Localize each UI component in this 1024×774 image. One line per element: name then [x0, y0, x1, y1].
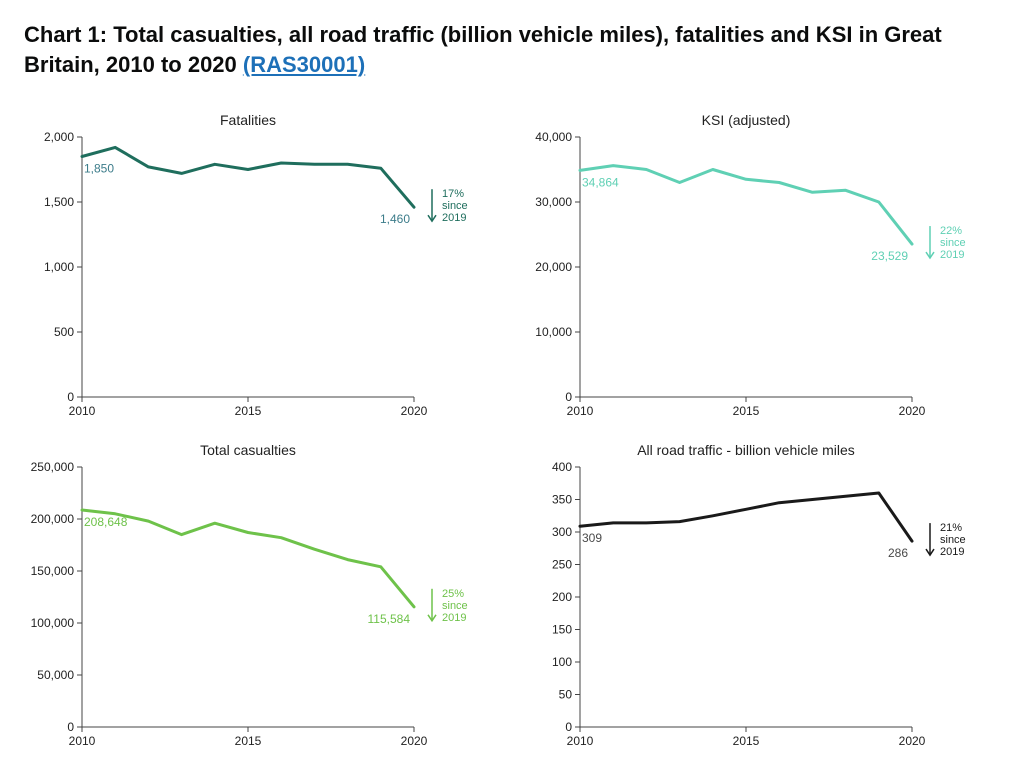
y-tick-label: 300: [552, 525, 572, 539]
start-value-label: 34,864: [582, 176, 619, 190]
series-line-fatalities: [82, 148, 414, 208]
x-tick-label: 2020: [899, 404, 926, 418]
panel-ksi: KSI (adjusted) 0 10,000 20,000 30,000 40,000 2…: [522, 109, 1000, 429]
end-value-label: 23,529: [871, 249, 908, 263]
pct-change-since: since: [940, 534, 966, 546]
y-tick-label: 200: [552, 590, 572, 604]
y-tick-label: 1,500: [44, 195, 74, 209]
y-tick-label: 250: [552, 558, 572, 572]
pct-change-year: 2019: [442, 213, 466, 225]
pct-change-since: since: [442, 600, 468, 612]
x-tick-label: 2015: [733, 404, 760, 418]
subplot-title: Fatalities: [220, 112, 276, 128]
x-tick-label: 2010: [69, 734, 96, 748]
y-tick-label: 0: [565, 390, 572, 404]
pct-change-year: 2019: [442, 612, 466, 624]
y-tick-label: 100: [552, 655, 572, 669]
panel-road-traffic: All road traffic - billion vehicle miles…: [522, 439, 1000, 759]
start-value-label: 309: [582, 532, 602, 546]
chart-grid: Fatalities05001,0001,5002,00020102015202…: [24, 109, 1000, 759]
pct-change-year: 2019: [940, 546, 964, 558]
pct-change-year: 2019: [940, 249, 964, 261]
x-tick-label: 2015: [733, 734, 760, 748]
series-line-total: [82, 510, 414, 607]
end-value-label: 1,460: [380, 213, 410, 227]
pct-change-value: 22%: [940, 225, 962, 237]
y-tick-label: 1,000: [44, 260, 74, 274]
y-tick-label: 0: [67, 720, 74, 734]
x-tick-label: 2015: [235, 734, 262, 748]
subplot-title: All road traffic - billion vehicle miles: [637, 442, 855, 458]
subplot-title: KSI (adjusted): [702, 112, 791, 128]
y-tick-label: 400: [552, 460, 572, 474]
y-tick-label: 10,000: [535, 325, 572, 339]
start-value-label: 208,648: [84, 515, 128, 529]
pct-change-value: 25%: [442, 588, 464, 600]
panel-total-casualties: Total casualties 0 50,000 100,000 150,000 200…: [24, 439, 502, 759]
y-tick-label: 150: [552, 623, 572, 637]
y-tick-label: 200,000: [31, 512, 75, 526]
y-tick-label: 150,000: [31, 564, 75, 578]
x-tick-label: 2010: [567, 734, 594, 748]
start-value-label: 1,850: [84, 162, 114, 176]
y-tick-label: 0: [565, 720, 572, 734]
subplot-title: Total casualties: [200, 442, 296, 458]
y-tick-label: 40,000: [535, 130, 572, 144]
end-value-label: 286: [888, 546, 908, 560]
y-tick-label: 2,000: [44, 130, 74, 144]
x-tick-label: 2020: [401, 734, 428, 748]
pct-change-since: since: [940, 237, 966, 249]
x-tick-label: 2020: [899, 734, 926, 748]
pct-change-since: since: [442, 201, 468, 213]
pct-change-value: 21%: [940, 522, 962, 534]
x-tick-label: 2015: [235, 404, 262, 418]
x-tick-label: 2010: [69, 404, 96, 418]
y-tick-label: 500: [54, 325, 74, 339]
chart-title: Chart 1: Total casualties, all road traf…: [24, 20, 984, 79]
y-tick-label: 0: [67, 390, 74, 404]
y-tick-label: 100,000: [31, 616, 75, 630]
x-tick-label: 2020: [401, 404, 428, 418]
end-value-label: 115,584: [368, 612, 411, 626]
pct-change-value: 17%: [442, 189, 464, 201]
y-tick-label: 20,000: [535, 260, 572, 274]
y-tick-label: 50: [559, 688, 573, 702]
y-tick-label: 30,000: [535, 195, 572, 209]
y-tick-label: 50,000: [37, 668, 74, 682]
y-tick-label: 350: [552, 493, 572, 507]
chart-title-link[interactable]: (RAS30001): [243, 52, 365, 77]
panel-fatalities: Fatalities 0 500 1,000 1,500 2,000 2010 2015 202…: [24, 109, 502, 429]
y-tick-label: 250,000: [31, 460, 75, 474]
x-tick-label: 2010: [567, 404, 594, 418]
chart-title-text: Chart 1: Total casualties, all road traf…: [24, 22, 942, 77]
series-line-traffic: [580, 493, 912, 541]
series-line-ksi: [580, 166, 912, 245]
